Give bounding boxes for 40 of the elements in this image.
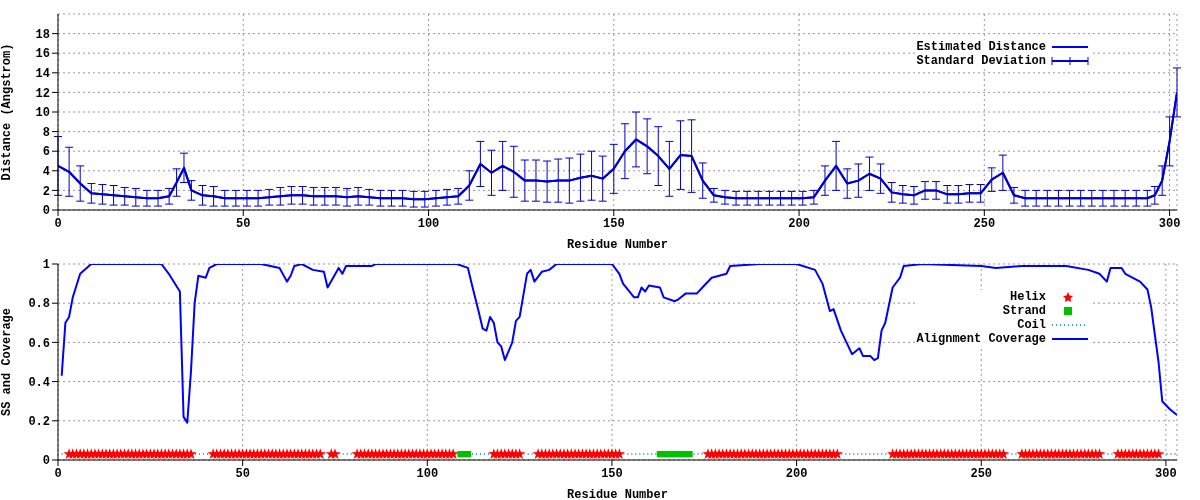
x-tick-label: 100 [417, 216, 440, 231]
y-tick-label: 0.6 [28, 336, 50, 351]
y-tick-label: 0.4 [28, 375, 50, 390]
y-tick-label: 0.8 [28, 297, 50, 312]
y-tick-label: 0 [42, 454, 50, 469]
x-tick-label: 50 [235, 466, 250, 481]
x-tick-label: 300 [1158, 216, 1181, 231]
y-tick-label: 18 [35, 27, 50, 42]
x-tick-label: 250 [970, 466, 993, 481]
legend-label: Strand [1002, 304, 1046, 318]
legend-label: Alignment Coverage [916, 332, 1046, 346]
x-axis-title: Residue Number [567, 488, 668, 500]
y-axis-title: SS and Coverage [0, 307, 15, 417]
y-tick-label: 6 [42, 145, 50, 160]
x-tick-label: 150 [601, 466, 623, 481]
legend-label: Standard Deviation [916, 54, 1046, 68]
x-axis-title: Residue Number [567, 238, 668, 252]
y-tick-label: 10 [35, 106, 50, 121]
x-tick-label: 100 [416, 466, 439, 481]
legend-label: Estimated Distance [916, 40, 1046, 54]
y-tick-label: 16 [35, 47, 50, 62]
y-tick-label: 0.2 [28, 415, 50, 430]
x-tick-label: 0 [54, 466, 62, 481]
y-axis-title: Distance (Angstrom) [0, 43, 15, 181]
y-tick-label: 4 [42, 165, 50, 180]
y-tick-label: 12 [35, 86, 50, 101]
x-tick-label: 200 [788, 216, 810, 231]
x-tick-label: 0 [54, 216, 62, 231]
x-tick-label: 150 [602, 216, 625, 231]
y-tick-label: 8 [42, 125, 50, 140]
x-tick-label: 50 [236, 216, 251, 231]
x-tick-label: 200 [785, 466, 808, 481]
legend-label: Coil [1017, 318, 1046, 332]
x-tick-label: 250 [973, 216, 996, 231]
x-tick-label: 300 [1155, 466, 1177, 481]
y-tick-label: 0 [42, 204, 50, 219]
y-tick-label: 2 [42, 184, 50, 199]
y-tick-label: 1 [42, 258, 50, 273]
y-tick-label: 14 [35, 67, 50, 82]
legend-label: Helix [1009, 290, 1046, 304]
